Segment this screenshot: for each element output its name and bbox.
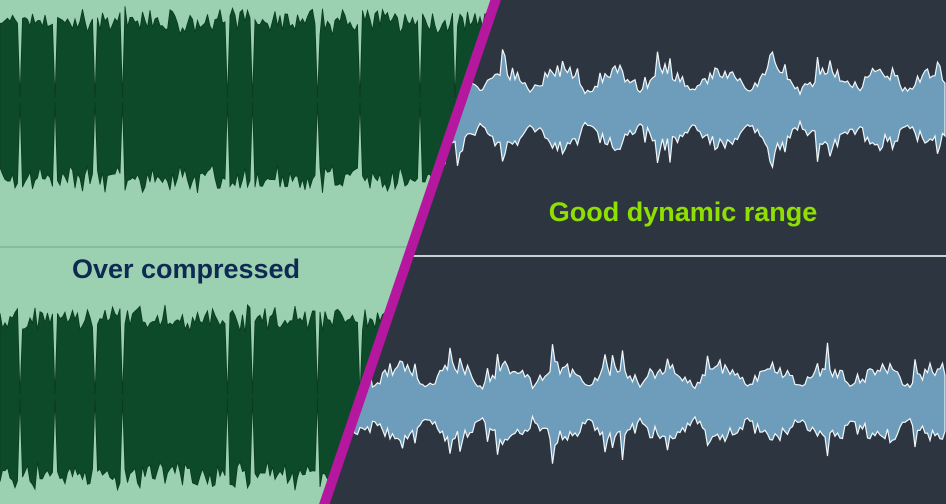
waveform <box>329 342 946 464</box>
right-label: Good dynamic range <box>549 197 818 227</box>
diagonal-divider <box>319 0 501 504</box>
dynamic-waveforms <box>329 48 946 464</box>
waveform <box>0 6 495 194</box>
left-label: Over compressed <box>72 254 300 284</box>
waveform <box>439 48 946 170</box>
